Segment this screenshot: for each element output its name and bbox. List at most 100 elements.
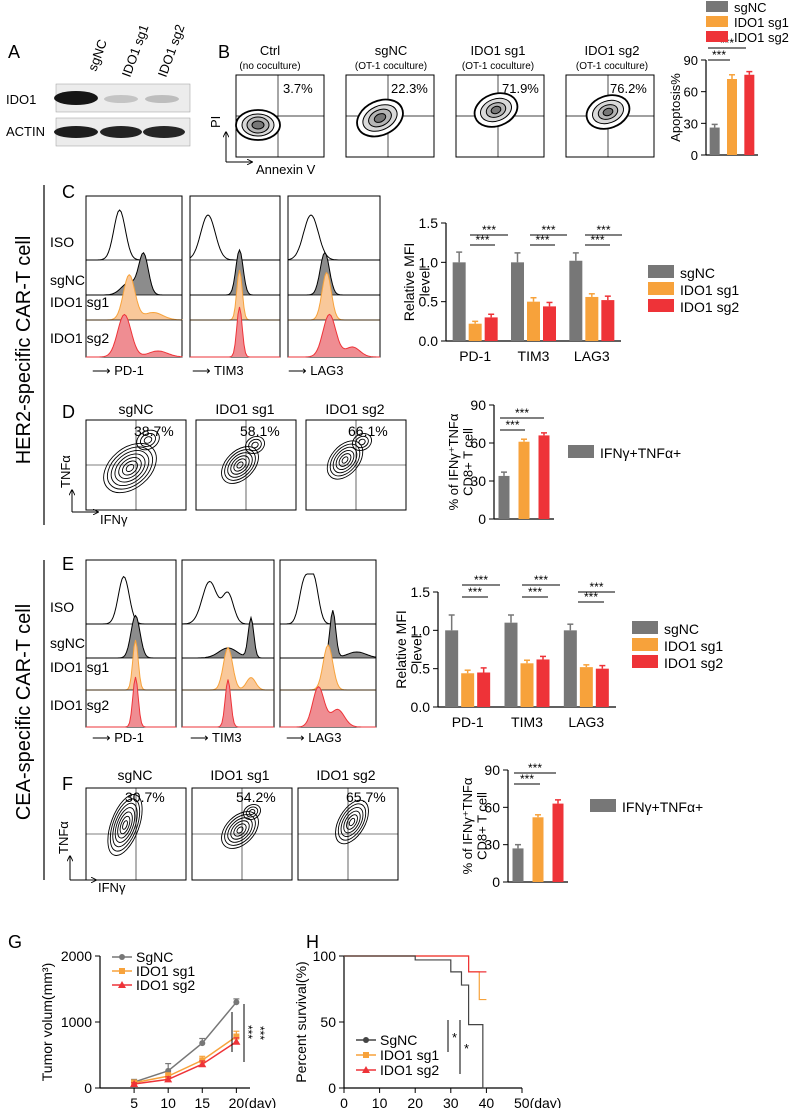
contour-line <box>118 456 142 480</box>
y-tick-label: 0.5 <box>411 661 431 677</box>
histogram-curve <box>287 214 380 261</box>
legend-label: IDO1 sg1 <box>664 638 723 654</box>
contour-line <box>119 815 131 835</box>
data-point <box>199 1040 206 1047</box>
bar <box>461 673 475 707</box>
contour-line <box>348 817 356 827</box>
bar <box>579 667 593 707</box>
histo-row-label: ISO <box>50 234 74 250</box>
y-tick-label: 90 <box>484 762 500 778</box>
bar <box>484 317 498 341</box>
blot-band <box>100 126 142 138</box>
y-tick-label: 2000 <box>61 948 92 964</box>
flow-percentage: 66.1% <box>348 423 388 439</box>
blot-band <box>143 126 185 138</box>
contour-line <box>236 461 244 469</box>
x-tick-label: LAG3 <box>568 714 604 730</box>
panel-d-contours <box>85 419 407 511</box>
flow-title: sgNC <box>118 401 153 417</box>
legend-marker <box>118 981 126 988</box>
contour-line <box>358 438 366 446</box>
legend-swatch <box>648 299 674 312</box>
histo-row-label: sgNC <box>50 272 85 288</box>
contour-line <box>122 460 138 476</box>
flow-density-contours <box>473 92 519 128</box>
y-axis-label: PI <box>208 116 223 128</box>
panel-b-flow: Ctrl (no coculture) 3.7% sgNC (OT-1 cocu… <box>208 43 655 177</box>
flow-subtitle: (no coculture) <box>239 61 300 72</box>
contour-line <box>224 814 256 846</box>
bar <box>532 817 544 882</box>
y-tick-label: 30 <box>684 116 698 131</box>
significance-label: *** <box>541 223 555 237</box>
panel-letter-b: B <box>218 42 230 62</box>
data-point <box>233 1033 240 1040</box>
legend-marker <box>119 968 125 974</box>
contour-line <box>233 458 247 472</box>
ifng-tnfa-bar-chart-cea: 0 30 60 90% of IFNγ⁺TNFαCD8+ T cell ****** IF… <box>460 761 703 890</box>
contour-line <box>230 820 250 840</box>
blot-row-label-ido1: IDO1 <box>6 92 36 107</box>
blot-lane-label: sgNC <box>85 37 110 73</box>
legend-label: IDO1 sg1 <box>734 15 789 30</box>
x-tick-label: 10 <box>372 1095 388 1108</box>
flow-density-contours <box>235 109 281 141</box>
blot-band <box>54 91 98 105</box>
y-tick-label: 0 <box>691 148 698 163</box>
histogram-curve <box>86 676 176 728</box>
contour-line <box>112 802 138 848</box>
y-tick-label: 0 <box>492 874 500 890</box>
legend-label: IDO1 sg2 <box>734 30 789 45</box>
contour-line <box>248 438 262 452</box>
panel-a-western-blot: sgNC IDO1 sg1 IDO1 sg2 IDO1 ACTIN <box>6 22 191 147</box>
contour-line <box>329 443 361 477</box>
bar <box>468 323 482 341</box>
histo-marker-label: ⟶ TIM3 <box>190 730 242 745</box>
contour-line <box>107 794 143 856</box>
legend-swatch <box>632 621 658 634</box>
contour-line <box>117 811 133 839</box>
significance-label: * <box>452 1030 457 1045</box>
legend-swatch <box>648 282 674 295</box>
flow-title: Ctrl <box>260 43 280 58</box>
flow-title: IDO1 sg1 <box>210 767 269 783</box>
flow-percentage: 76.2% <box>610 81 647 96</box>
x-tick-label: 40 <box>479 1095 495 1108</box>
y-tick-label: 1.0 <box>419 254 439 270</box>
y-tick-label: 1.5 <box>411 584 431 600</box>
y-tick-label: 0.0 <box>419 333 439 349</box>
contour-line <box>106 446 154 490</box>
bar <box>709 127 720 155</box>
legend-label: IDO1 sg2 <box>664 655 723 671</box>
histo-marker-label: ⟶ PD-1 <box>92 363 144 378</box>
legend-label: IDO1 sg2 <box>680 299 739 315</box>
histogram-curve <box>189 214 280 261</box>
contour-line <box>233 823 247 837</box>
contour-line <box>221 811 259 849</box>
histogram-curve <box>280 644 376 691</box>
data-point <box>198 1060 207 1068</box>
contour-line <box>236 826 244 834</box>
bar <box>569 260 583 341</box>
legend-label: IDO1 sg2 <box>380 1062 439 1078</box>
contour-line <box>341 456 349 464</box>
side-label-her2: HER2-specific CAR-T cell <box>13 236 35 465</box>
x-tick-label: 20 <box>229 1095 245 1108</box>
y-tick-label: 1.5 <box>419 215 439 231</box>
contour-line <box>335 799 369 845</box>
histo-marker-label: ⟶ TIM3 <box>192 363 244 378</box>
x-tick-label: LAG3 <box>574 348 610 364</box>
panel-letter-h: H <box>306 932 319 952</box>
histo-marker-label: ⟶ LAG3 <box>288 363 344 378</box>
bar <box>498 475 510 519</box>
histo-row-label: IDO1 sg1 <box>50 659 109 675</box>
y-tick-label: 60 <box>684 85 698 100</box>
series-line <box>133 1035 237 1084</box>
legend-swatch <box>632 655 658 668</box>
flow-subtitle: (OT-1 coculture) <box>462 61 534 72</box>
histogram-curve <box>288 271 380 321</box>
histo-row-label: ISO <box>50 599 74 615</box>
panel-letter-a: A <box>8 42 20 62</box>
y-axis-label: Tumor volum(mm³) <box>39 963 55 1081</box>
